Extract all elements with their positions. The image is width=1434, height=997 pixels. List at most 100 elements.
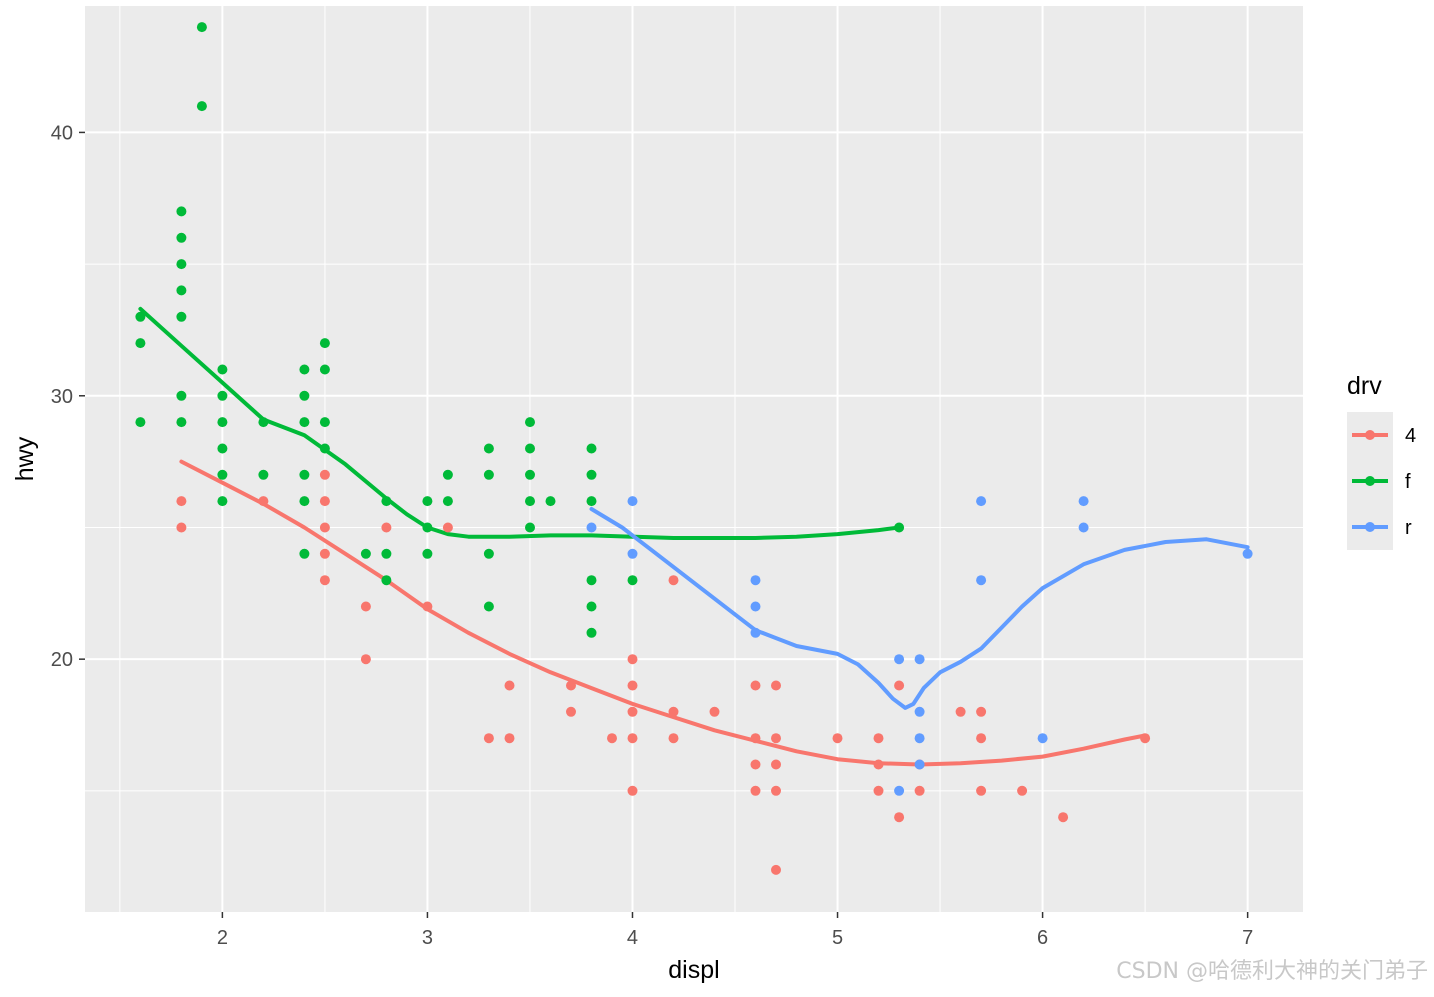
point-4 — [1140, 733, 1151, 744]
point-4 — [319, 548, 330, 559]
y-axis-title: hwy — [11, 436, 39, 481]
point-f — [196, 22, 207, 33]
point-f — [176, 390, 187, 401]
point-4 — [566, 706, 576, 717]
point-r — [750, 601, 761, 612]
smooth-lines — [138, 306, 1250, 767]
point-f — [586, 575, 597, 586]
point-4 — [319, 496, 330, 507]
point-4 — [668, 706, 679, 717]
point-4 — [668, 575, 679, 586]
legend: drv 4 f r — [1347, 372, 1416, 550]
point-f — [381, 575, 392, 586]
point-4 — [627, 706, 638, 717]
point-f — [545, 496, 556, 507]
point-f — [176, 232, 187, 243]
point-f — [299, 548, 310, 559]
x-tick-label: 4 — [627, 927, 638, 949]
point-4 — [750, 759, 761, 770]
point-f — [258, 417, 269, 428]
point-r — [750, 575, 761, 586]
x-tick-label: 2 — [217, 927, 228, 949]
point-4 — [750, 733, 761, 744]
x-axis-title: displ — [668, 956, 719, 984]
legend-label: 4 — [1405, 425, 1416, 447]
point-f — [196, 101, 207, 112]
point-4 — [381, 522, 392, 533]
point-r — [750, 627, 761, 638]
point-4 — [894, 680, 905, 691]
point-f — [894, 522, 905, 533]
point-r — [627, 548, 638, 559]
y-tick-label: 20 — [51, 649, 73, 671]
point-4 — [873, 733, 884, 744]
point-4 — [258, 496, 269, 507]
point-4 — [709, 706, 720, 717]
point-4 — [319, 522, 330, 533]
point-r — [894, 785, 905, 796]
point-4 — [319, 575, 330, 586]
point-f — [176, 417, 187, 428]
point-4 — [566, 680, 576, 691]
x-tick-label: 5 — [832, 927, 843, 949]
data-points — [135, 22, 1253, 875]
point-4 — [771, 864, 781, 875]
point-f — [627, 575, 638, 586]
legend-key-point — [1365, 522, 1375, 532]
point-f — [483, 548, 494, 559]
y-axis: 20 30 40 — [51, 122, 85, 671]
point-4 — [771, 680, 781, 691]
legend-label: f — [1405, 471, 1411, 493]
point-f — [586, 496, 597, 507]
point-r — [1037, 733, 1048, 744]
y-tick-label: 40 — [51, 122, 73, 144]
x-tick-label: 6 — [1037, 927, 1048, 949]
point-f — [442, 496, 453, 507]
point-f — [135, 417, 146, 428]
point-4 — [627, 733, 638, 744]
point-r — [894, 654, 905, 665]
point-f — [381, 548, 392, 559]
point-f — [525, 469, 535, 480]
point-4 — [176, 522, 187, 533]
point-4 — [627, 654, 638, 665]
point-r — [1078, 496, 1089, 507]
panel-background — [85, 6, 1303, 912]
x-axis: 2 3 4 5 6 7 — [217, 912, 1253, 949]
point-4 — [832, 733, 843, 744]
point-r — [627, 496, 638, 507]
point-4 — [873, 785, 884, 796]
point-f — [525, 443, 535, 454]
point-f — [422, 522, 433, 533]
point-f — [586, 443, 597, 454]
point-f — [299, 364, 310, 375]
x-tick-label: 3 — [422, 927, 433, 949]
point-f — [381, 496, 392, 507]
point-r — [1242, 548, 1253, 559]
watermark: CSDN @哈德利大神的关门弟子 — [1116, 959, 1428, 984]
legend-keys: 4 f r — [1347, 412, 1416, 550]
grid-minor — [85, 0, 1303, 912]
point-f — [483, 443, 494, 454]
point-f — [299, 496, 310, 507]
point-4 — [319, 469, 330, 480]
point-f — [258, 469, 269, 480]
point-f — [176, 206, 187, 217]
point-4 — [422, 601, 433, 612]
point-f — [135, 338, 146, 349]
point-f — [299, 390, 310, 401]
point-r — [914, 706, 925, 717]
point-f — [176, 311, 187, 322]
point-4 — [771, 733, 781, 744]
point-4 — [750, 785, 761, 796]
point-4 — [1058, 812, 1069, 823]
point-f — [586, 601, 597, 612]
y-tick-label: 30 — [51, 386, 73, 408]
point-4 — [1017, 785, 1028, 796]
point-f — [525, 522, 535, 533]
point-4 — [504, 733, 515, 744]
point-r — [976, 496, 987, 507]
point-4 — [976, 706, 987, 717]
point-f — [586, 469, 597, 480]
